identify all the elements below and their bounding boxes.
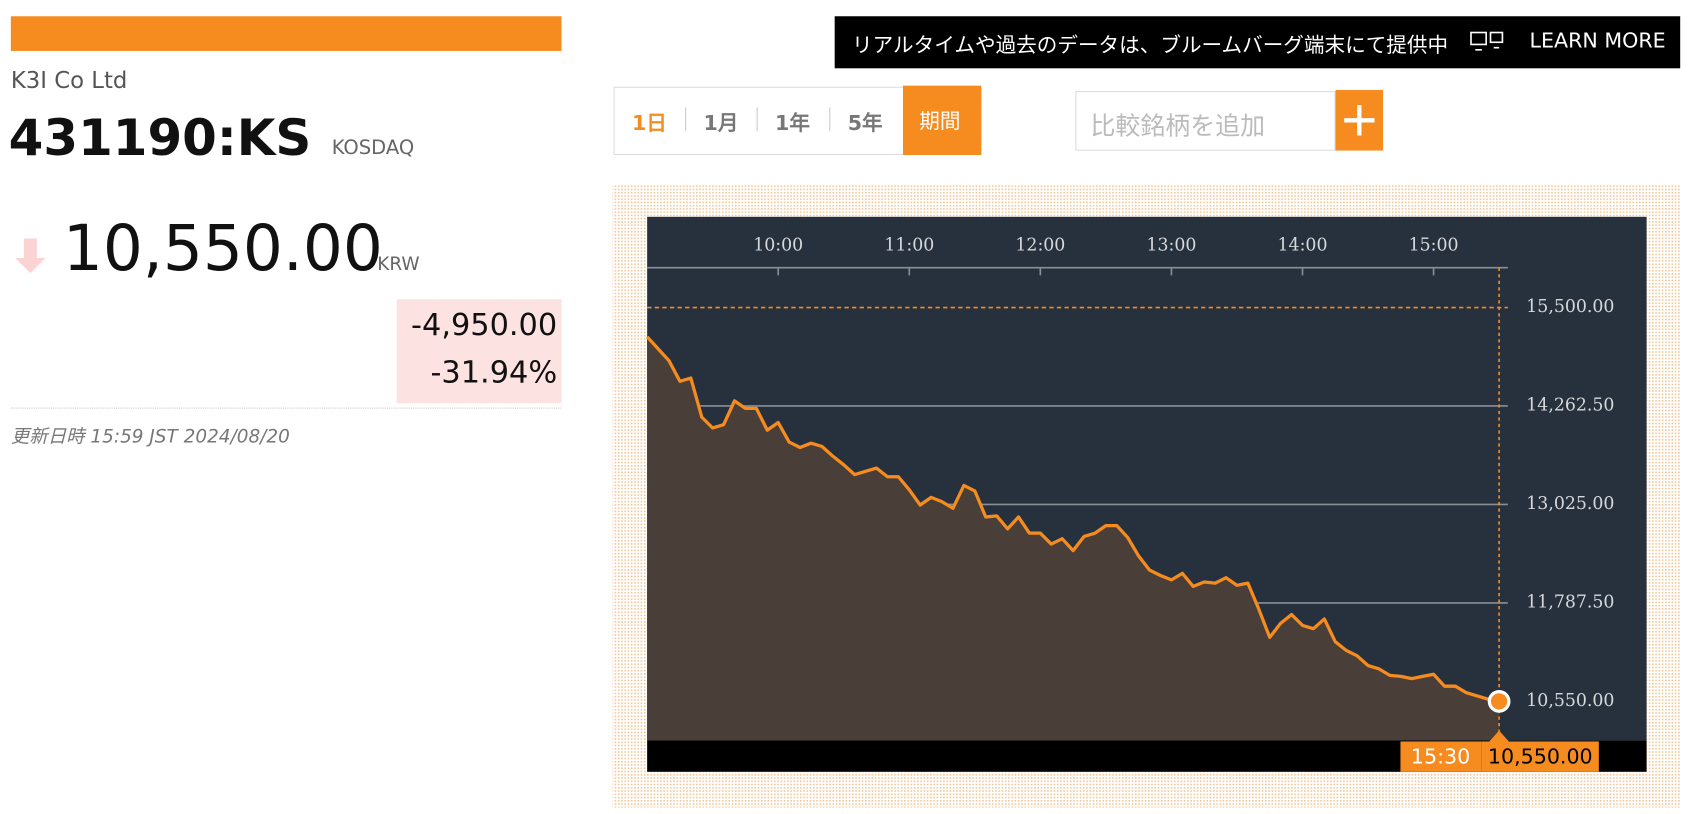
company-name: K3I Co Ltd (10, 67, 128, 94)
tab-bar (613, 86, 983, 156)
tab-separator (756, 107, 758, 132)
tab[interactable]: 1年 (775, 111, 811, 136)
x-tick-label: 13:00 (1146, 236, 1196, 256)
tab[interactable]: 1月 (703, 111, 739, 136)
x-tick-label: 12:00 (1015, 236, 1065, 256)
change: -4,950.00 (411, 306, 558, 343)
learn-more[interactable]: LEARN MORE (1529, 29, 1666, 54)
x-tick-label: 11:00 (884, 236, 934, 256)
change-box (396, 299, 562, 404)
y-tick-label: 14,262.50 (1526, 395, 1614, 415)
banner-text: リアルタイムや過去のデータは、ブルームバーグ端末にて提供中 (852, 33, 1449, 58)
divider (10, 407, 562, 409)
tooltip-pointer (1489, 730, 1509, 742)
tab[interactable]: 期間 (919, 109, 961, 134)
tab-separator (685, 107, 687, 132)
ticker: 431190:KS (8, 108, 312, 167)
tooltip-value-bg (1481, 741, 1599, 772)
terminal-icon (1470, 31, 1504, 51)
accent-bar (10, 16, 562, 51)
add-button[interactable] (1335, 89, 1384, 151)
change-pct: -31.94% (430, 354, 558, 391)
exchange: KOSDAQ (331, 136, 415, 160)
price: 10,550.00 (62, 211, 383, 286)
updated: 更新日時 15:59 JST 2024/08/20 (10, 426, 290, 448)
search-box[interactable] (1075, 91, 1336, 151)
tab-active[interactable] (902, 85, 982, 156)
y-tick-label: 10,550.00 (1526, 691, 1614, 711)
banner (834, 16, 1681, 69)
search-placeholder: 比較銘柄を追加 (1090, 112, 1266, 141)
down-arrow (15, 238, 46, 274)
price-line (645, 335, 1500, 703)
y-tick-label: 13,025.00 (1526, 494, 1614, 514)
last-point (1487, 690, 1511, 713)
currency: KRW (377, 253, 420, 276)
tooltip-time: 15:30 (1411, 745, 1470, 769)
y-tick-label: 11,787.50 (1526, 592, 1614, 612)
tooltip-value: 10,550.00 (1488, 745, 1593, 769)
tab[interactable]: 1日 (631, 111, 667, 136)
tab-separator (829, 107, 831, 132)
tab[interactable]: 5年 (847, 111, 883, 136)
x-tick-label: 10:00 (753, 236, 803, 256)
area-fill (647, 336, 1500, 741)
tooltip-time-bg (1400, 741, 1482, 772)
x-tick-label: 14:00 (1278, 236, 1328, 256)
x-tick-label: 15:00 (1409, 236, 1459, 256)
y-tick-label: 15,500.00 (1526, 297, 1614, 317)
